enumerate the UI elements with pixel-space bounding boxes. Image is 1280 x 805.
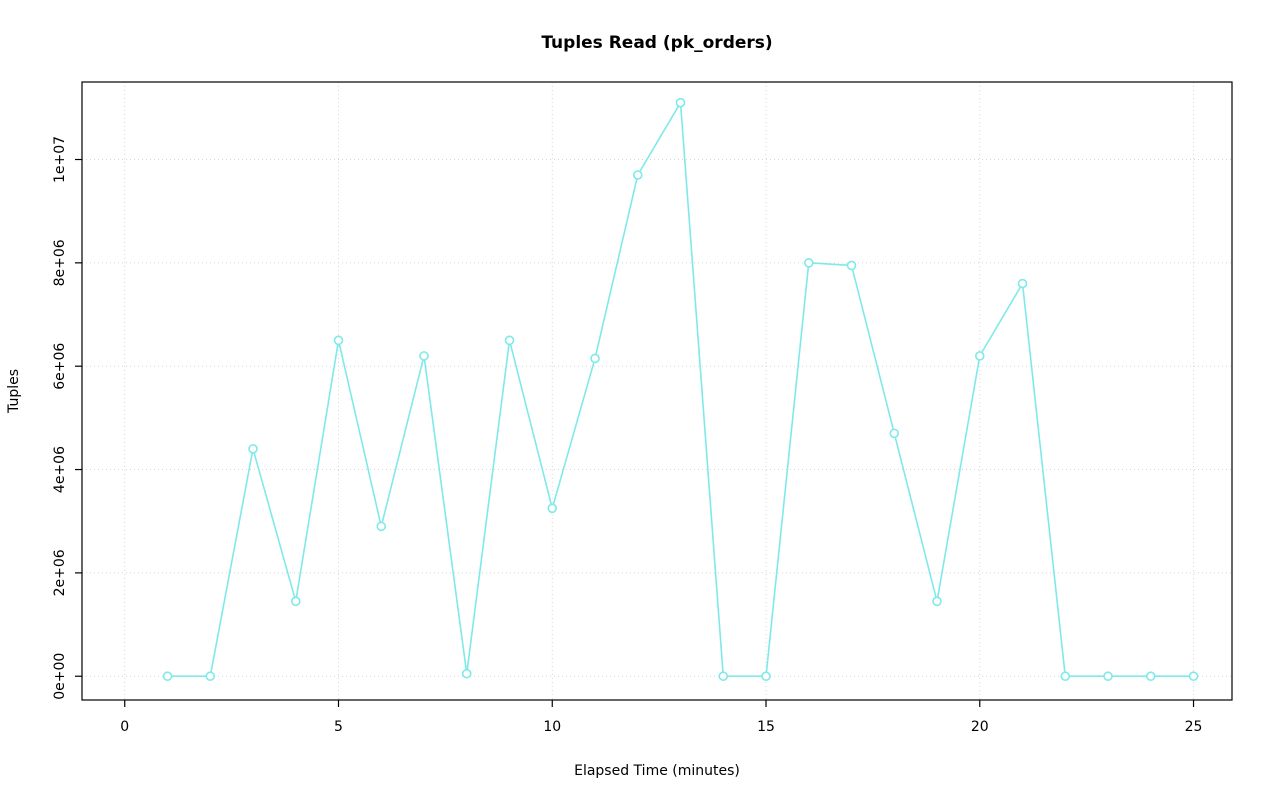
plot-content: 0 5 10 15 20 25 0e+00 2e+06 4e+06 6e+06 8e+06 1e+07 [52, 81, 1233, 735]
data-point [632, 170, 643, 180]
y-tick-label: 2e+06 [52, 549, 68, 596]
y-tick-label: 4e+06 [52, 446, 68, 493]
y-tick-label: 8e+06 [52, 239, 68, 286]
data-point [718, 671, 729, 682]
data-line [167, 101, 1194, 678]
data-point [846, 260, 857, 271]
data-point [248, 444, 258, 454]
data-point [1188, 671, 1199, 682]
data-point [1017, 278, 1028, 289]
y-tick-label: 1e+07 [52, 136, 68, 183]
data-point [889, 428, 900, 439]
data-point [461, 668, 472, 679]
data-point [932, 596, 942, 607]
x-axis-label: Elapsed Time (minutes) [574, 763, 740, 779]
data-point [162, 671, 173, 682]
x-tick-label: 0 [120, 719, 129, 735]
data-point [1145, 671, 1156, 682]
data-point [419, 351, 429, 361]
x-tick-label: 10 [543, 719, 561, 735]
plot-border [81, 81, 1233, 701]
data-point [205, 671, 216, 682]
y-tick-label: 0e+00 [52, 653, 68, 700]
data-point [504, 335, 515, 346]
x-tick-label: 15 [757, 719, 775, 735]
y-tick-label: 6e+06 [52, 343, 68, 390]
chart-title: Tuples Read (pk_orders) [541, 33, 772, 53]
data-point [333, 335, 344, 346]
data-point [803, 258, 814, 268]
data-point [761, 671, 771, 682]
data-point [1103, 671, 1113, 682]
data-point [290, 596, 301, 607]
y-axis-label: Tuples [6, 369, 22, 414]
data-point [1060, 671, 1071, 682]
x-tick-label: 5 [334, 719, 343, 735]
data-point [376, 521, 387, 532]
data-point [675, 97, 686, 108]
data-point [590, 353, 600, 364]
data-point [547, 503, 558, 514]
data-point [974, 351, 985, 361]
x-tick-label: 25 [1185, 719, 1203, 735]
x-tick-label: 20 [971, 719, 989, 735]
